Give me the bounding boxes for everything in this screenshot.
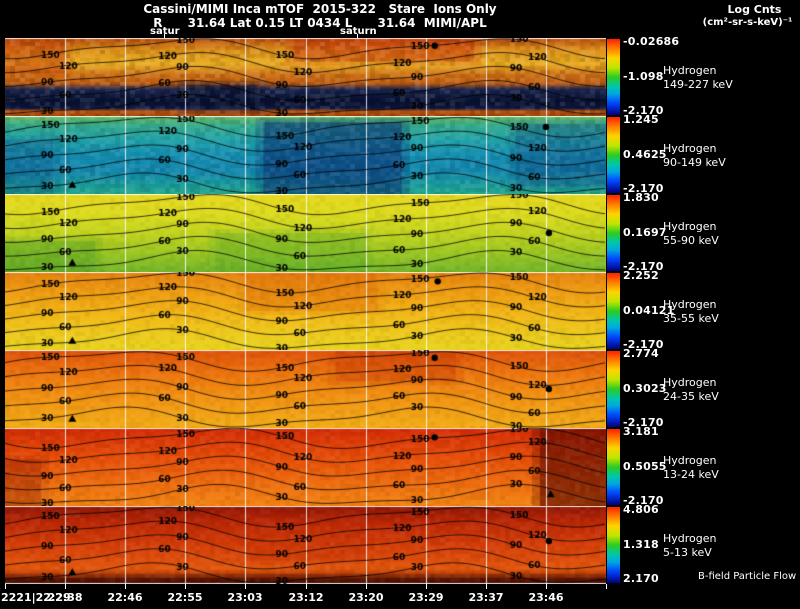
kev-range-label: 149-227 keV bbox=[663, 78, 733, 91]
energy-range-label: Hydrogen 5-13 keV bbox=[663, 532, 717, 560]
time-tick bbox=[606, 584, 607, 589]
time-tick bbox=[65, 584, 66, 589]
colorbar-max-label: 4.806 bbox=[623, 503, 659, 516]
colorbar-max-label: 2.774 bbox=[623, 347, 659, 360]
time-tick bbox=[306, 584, 307, 589]
time-label: 22:55 bbox=[167, 591, 203, 604]
kev-range-label: 5-13 keV bbox=[663, 546, 712, 559]
time-label: 2221|22:29 bbox=[1, 591, 71, 604]
time-tick bbox=[245, 584, 246, 589]
time-label: 23:37 bbox=[468, 591, 504, 604]
colorbar-min-label: 2.170 bbox=[623, 572, 659, 585]
colorbar-min-label: -2.170 bbox=[623, 416, 664, 429]
orbit-info-line: R 31.64 Lat 0.15 LT 0434 L 31.64 MIMI/AP… bbox=[153, 16, 487, 30]
time-label: 23:03 bbox=[227, 591, 263, 604]
energy-range-label: Hydrogen 90-149 keV bbox=[663, 142, 726, 170]
time-label: 23:20 bbox=[348, 591, 384, 604]
saturn-direction-label: saturn bbox=[340, 26, 377, 37]
heatmap-panel-2 bbox=[5, 116, 606, 194]
saturn-tick-mark bbox=[164, 34, 165, 38]
time-tick bbox=[125, 584, 126, 589]
heatmap-panel-4 bbox=[5, 272, 606, 350]
colorbar-panel-1 bbox=[607, 39, 620, 115]
colorbar-min-label: -2.170 bbox=[623, 182, 664, 195]
energy-range-label: Hydrogen 149-227 keV bbox=[663, 64, 733, 92]
heatmap-panel-5 bbox=[5, 350, 606, 428]
colorbar-legend-title: Log Cnts bbox=[727, 3, 782, 16]
energy-range-label: Hydrogen 35-55 keV bbox=[663, 298, 719, 326]
species-label: Hydrogen bbox=[663, 220, 717, 233]
colorbar-max-label: -0.02686 bbox=[623, 35, 680, 48]
colorbar-max-label: 2.252 bbox=[623, 269, 659, 282]
heatmap-panel-6 bbox=[5, 428, 606, 506]
time-tick bbox=[5, 584, 6, 589]
kev-range-label: 13-24 keV bbox=[663, 468, 719, 481]
saturn-tick-mark bbox=[357, 34, 358, 38]
colorbar-max-label: 3.181 bbox=[623, 425, 659, 438]
time-label: 23:12 bbox=[288, 591, 324, 604]
colorbar-mid-label: -1.098 bbox=[623, 70, 664, 83]
kev-range-label: 24-35 keV bbox=[663, 390, 719, 403]
colorbar-min-label: -2.170 bbox=[623, 104, 664, 117]
time-label: 23:29 bbox=[408, 591, 444, 604]
colorbar-legend-units: (cm²-sr-s-keV)⁻¹ bbox=[702, 17, 793, 28]
colorbar-mid-label: 0.4625 bbox=[623, 148, 667, 161]
species-label: Hydrogen bbox=[663, 532, 717, 545]
colorbar-mid-label: 0.5055 bbox=[623, 460, 667, 473]
time-tick bbox=[486, 584, 487, 589]
species-label: Hydrogen bbox=[663, 376, 717, 389]
colorbar-mid-label: 0.3023 bbox=[623, 382, 667, 395]
species-label: Hydrogen bbox=[663, 142, 717, 155]
time-label: 22:38 bbox=[47, 591, 83, 604]
colorbar-mid-label: 1.318 bbox=[623, 538, 659, 551]
time-label: 22:46 bbox=[107, 591, 143, 604]
species-label: Hydrogen bbox=[663, 454, 717, 467]
time-tick bbox=[546, 584, 547, 589]
colorbar-min-label: -2.170 bbox=[623, 260, 664, 273]
colorbar-panel-3 bbox=[607, 195, 620, 271]
time-tick bbox=[366, 584, 367, 589]
species-label: Hydrogen bbox=[663, 298, 717, 311]
bfield-particle-flow-label: B-field Particle Flow bbox=[698, 571, 797, 582]
colorbar-panel-6 bbox=[607, 429, 620, 505]
colorbar-max-label: 1.830 bbox=[623, 191, 659, 204]
time-tick bbox=[185, 584, 186, 589]
energy-range-label: Hydrogen 13-24 keV bbox=[663, 454, 719, 482]
species-label: Hydrogen bbox=[663, 64, 717, 77]
page-title: Cassini/MIMI Inca mTOF 2015-322 Stare Io… bbox=[143, 2, 497, 16]
colorbar-panel-2 bbox=[607, 117, 620, 193]
colorbar-min-label: -2.170 bbox=[623, 494, 664, 507]
time-label: 23:46 bbox=[528, 591, 564, 604]
heatmap-panel-1 bbox=[5, 38, 606, 116]
colorbar-panel-7 bbox=[607, 507, 620, 583]
colorbar-max-label: 1.245 bbox=[623, 113, 659, 126]
kev-range-label: 55-90 keV bbox=[663, 234, 719, 247]
heatmap-panel-3 bbox=[5, 194, 606, 272]
colorbar-min-label: -2.170 bbox=[623, 338, 664, 351]
energy-range-label: Hydrogen 55-90 keV bbox=[663, 220, 719, 248]
kev-range-label: 35-55 keV bbox=[663, 312, 719, 325]
colorbar-panel-4 bbox=[607, 273, 620, 349]
heatmap-panel-7 bbox=[5, 506, 606, 584]
colorbar-panel-5 bbox=[607, 351, 620, 427]
energy-range-label: Hydrogen 24-35 keV bbox=[663, 376, 719, 404]
kev-range-label: 90-149 keV bbox=[663, 156, 726, 169]
saturn-direction-label: satur bbox=[150, 26, 180, 37]
time-tick bbox=[426, 584, 427, 589]
colorbar-mid-label: 0.04121 bbox=[623, 304, 675, 317]
colorbar-mid-label: 0.1697 bbox=[623, 226, 667, 239]
